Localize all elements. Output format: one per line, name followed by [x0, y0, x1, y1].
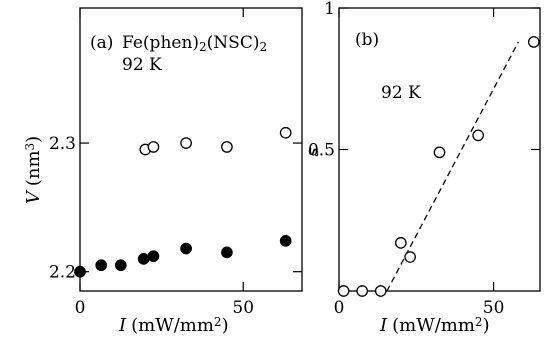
panel-a-xtick-label: 50 — [232, 298, 254, 318]
panel-b-label: (b) — [355, 30, 379, 50]
panel-b-ytick-label: 0.5 — [308, 141, 335, 161]
panel-a-filled-point — [147, 250, 160, 263]
panel-a-filled-point — [114, 259, 127, 272]
panel-a-filled-point — [137, 252, 150, 265]
panel-b-temperature: 92 K — [381, 83, 421, 103]
panel-b: 0 50 0.5 1 (b) 92 K I (mW/mm2) s — [302, 0, 541, 336]
panel-b-xlabel: I (mW/mm2) — [379, 315, 490, 336]
panel-a-ylabel-symbol: V — [23, 189, 44, 204]
panel-b-xtick-label: 0 — [334, 298, 345, 318]
panel-b-open-point — [374, 285, 387, 297]
panel-a-label: (a) — [90, 33, 113, 53]
panel-a-compound: Fe(phen)2(NSC)2 — [122, 33, 267, 54]
panel-b-xtick-label: 50 — [483, 298, 505, 318]
panel-a-filled-point — [221, 246, 233, 259]
panel-a-filled-point — [180, 242, 192, 255]
panel-b-open-point — [433, 146, 446, 159]
panel-b-open-point — [356, 285, 369, 297]
panel-a-filled-point — [95, 259, 108, 272]
panel-b-ylabel-symbol: s — [302, 147, 323, 156]
panel-b-fit-line — [386, 41, 519, 292]
panel-a-xlabel: I (mW/mm2) — [118, 315, 229, 336]
panel-b-open-point — [394, 237, 407, 249]
panel-a-ytick-label: 2.3 — [49, 134, 76, 154]
panel-a: 0 50 2.2 2.3 (a) Fe(phen)2(NSC)2 92 K I (mW/… — [23, 7, 303, 336]
panel-a-xtick-label: 0 — [75, 298, 86, 318]
panel-a-open-point — [279, 126, 292, 139]
panel-b-open-point — [472, 129, 485, 142]
panel-b-points — [337, 36, 540, 297]
panel-a-xlabel-symbol: I — [118, 315, 127, 336]
panel-a-ticks: 0 50 2.2 2.3 — [49, 8, 302, 318]
panel-a-open-point — [180, 137, 192, 149]
panel-a-points — [74, 126, 292, 278]
panel-b-open-point — [337, 285, 350, 297]
panel-a-ytick-label: 2.2 — [49, 263, 76, 283]
panel-a-filled-point — [279, 234, 292, 247]
panel-b-ticks: 0 50 0.5 1 — [308, 0, 540, 318]
panel-a-frame — [79, 7, 303, 292]
panel-a-ylabel: V(nm3) — [23, 136, 44, 204]
panel-b-ytick-label: 1 — [324, 0, 335, 19]
panel-a-open-point — [147, 141, 160, 153]
panel-b-xlabel-symbol: I — [379, 315, 388, 336]
panel-a-temperature: 92 K — [122, 55, 162, 75]
panel-b-open-point — [527, 36, 540, 48]
panel-a-open-point — [221, 141, 233, 153]
panel-b-open-point — [404, 251, 416, 263]
panel-a-filled-point — [74, 265, 86, 278]
